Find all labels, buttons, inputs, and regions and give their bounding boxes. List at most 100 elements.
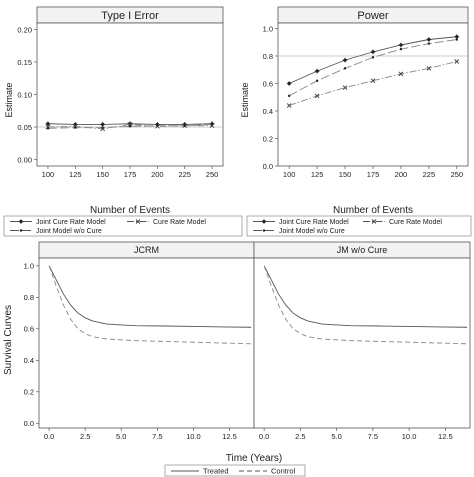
panel-0-series-0-point-0 [45,121,51,127]
panel-1-series-1-point-0 [286,103,292,108]
legend-1-marker-0 [261,219,267,224]
panel-1-xtick-label-5: 225 [423,170,436,179]
panel-2-ytick-label-1: 0.2 [24,388,34,397]
panel-1-ylabel: Estimate [240,82,250,117]
panel-1-series-1-point-3-b [370,78,376,84]
panel-2-xtick-label-2: 5.0 [116,432,126,441]
legend-0-marker-2 [19,229,23,232]
legend-0-marker-1-b [135,219,141,224]
panel-0-series-1-point-0-b [45,124,51,130]
panel-3-xtick-label-3: 7.5 [368,432,378,441]
panel-0-ytick-label-3: 0.15 [17,58,32,67]
panel-0-series-2-point-4 [156,124,159,127]
panel-1-title: Power [357,10,389,22]
panel-0-series-2-point-0 [46,127,50,130]
panel-0-xtick-label-1: 125 [69,170,82,179]
panel-2-title: JCRM [134,245,159,255]
panel-0-series-2-point-1 [74,126,77,129]
panel-0-xtick-label-2: 150 [96,170,109,179]
panel-1-series-1-point-2 [342,85,348,90]
panel-0-title: Type I Error [101,10,159,22]
legend-0-entry-2: Joint Model w/o Cure [36,228,102,235]
legend-0-entry-0: Joint Cure Rate Model [36,219,106,226]
panel-1-ytick-label-4: 0.8 [263,52,273,61]
panel-0-ytick-label-0: 0.00 [17,155,32,164]
panel-1-series-2-point-5 [427,42,431,45]
panel-1-series-0-point-0 [286,81,292,86]
legend-1-entry-1: Cure Rate Model [389,219,442,226]
panel-1-series-2-point-0 [287,94,291,98]
panel-1-ytick-label-0: 0.0 [263,162,273,171]
panel-2-series-1-line [48,265,252,345]
panel-3-xtick-label-2: 5.0 [331,432,341,441]
panel-0-xtick-label-3: 175 [124,170,137,179]
panel-2-series-0-line [48,265,252,328]
panel-1-series-1-point-3 [370,78,376,84]
panel-1-series-1-point-5 [426,66,432,71]
panel-0-series-2-point-6 [210,123,214,126]
panel-0-ytick-label-4: 0.20 [17,25,32,34]
panel-2-xtick-label-5: 12.5 [222,432,237,441]
panel-1-series-1-point-5-b [426,66,432,71]
panel-1-series-2-point-6 [455,38,459,41]
panel-1-xlabel: Number of Events [333,205,413,216]
bottom-ylabel: Survival Curves [3,305,14,375]
panel-2-xtick-label-0: 0.0 [44,432,54,441]
legend-1-entry-2: Joint Model w/o Cure [279,228,345,235]
panel-1-series-1-point-2-b [342,85,348,90]
panel-3-title: JM w/o Cure [337,245,388,255]
panel-1-series-0-point-3 [370,49,376,55]
legend-1-marker-1 [371,219,377,224]
panel-1-series-1-point-4 [398,71,404,77]
panel-0-ytick-label-1: 0.05 [17,123,32,132]
legend-0-marker-0 [18,219,24,224]
panel-2-ytick-label-0: 0.0 [24,419,34,428]
panel-2-ytick-label-5: 1.0 [24,262,34,271]
panel-3-xtick-label-0: 0.0 [259,432,269,441]
panel-1-ytick-label-5: 1.0 [263,24,273,33]
panel-3-series-1-line [263,265,468,345]
panel-0-xtick-label-4: 200 [151,170,164,179]
legend-0-entry-1: Cure Rate Model [153,219,206,226]
legend-0-box [3,215,243,237]
panel-3-xtick-label-5: 12.5 [438,432,453,441]
panel-0-series-2-point-5 [183,124,186,127]
panel-0-xlabel: Number of Events [90,205,170,216]
panel-1-series-0-point-1 [314,68,320,74]
panel-1-ytick-label-1: 0.2 [263,134,273,143]
panel-0-series-2-point-3 [128,125,132,128]
panel-0-series-1-point-6-b [209,123,215,129]
bottom-xlabel: Time (Years) [226,453,283,464]
panel-1-xtick-label-3: 175 [367,170,380,179]
panel-1-series-2-point-4 [399,47,403,51]
panel-0-xtick-label-6: 250 [206,170,219,179]
panel-1-frame [277,22,469,167]
panel-1-series-2-point-2 [343,67,347,70]
panel-2-xtick-label-1: 2.5 [80,432,90,441]
panel-1-series-0-point-4 [398,42,404,48]
panel-0-frame [36,22,224,167]
panel-2-ytick-label-2: 0.4 [24,356,34,365]
panel-2-ytick-label-4: 0.8 [24,293,34,302]
panel-1-xtick-label-0: 100 [283,170,296,179]
panel-1-series-1-point-4-b [398,71,404,77]
panel-3-xtick-label-4: 10.0 [402,432,417,441]
legend-3-box [164,464,306,477]
panel-0-ytick-label-2: 0.10 [17,90,32,99]
legend-1-marker-1-b [371,219,377,224]
panel-1-series-0-point-5 [426,37,432,42]
panel-1-ytick-label-2: 0.4 [263,107,273,116]
panel-1-series-1-point-0-b [286,103,292,108]
panel-1-ytick-label-3: 0.6 [263,79,273,88]
panel-2-xtick-label-4: 10.0 [186,432,201,441]
panel-1-series-1-point-6-b [454,59,460,64]
panel-3-xtick-label-1: 2.5 [295,432,305,441]
panel-1-series-1-point-1 [314,93,320,99]
panel-0-series-2-point-2 [101,126,104,129]
panel-2-ytick-label-3: 0.6 [24,325,34,334]
panel-2-xtick-label-3: 7.5 [152,432,162,441]
legend-3-entry-1: Control [271,467,296,476]
panel-0-xtick-label-5: 225 [178,170,191,179]
panel-1-xtick-label-4: 200 [395,170,408,179]
